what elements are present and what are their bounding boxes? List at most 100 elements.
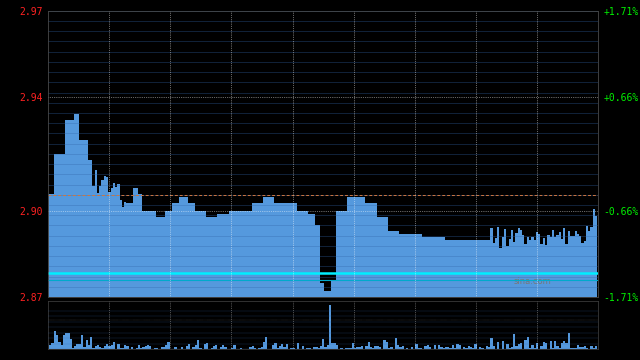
Bar: [234, 211, 236, 297]
Bar: [195, 345, 197, 349]
Bar: [90, 159, 92, 297]
Bar: [290, 348, 292, 349]
Bar: [543, 342, 545, 349]
Bar: [168, 211, 170, 297]
Bar: [136, 348, 138, 349]
Bar: [252, 203, 254, 297]
Bar: [316, 347, 317, 349]
Bar: [463, 347, 465, 349]
Bar: [99, 186, 102, 297]
Bar: [281, 203, 284, 297]
Bar: [367, 203, 370, 297]
Bar: [411, 234, 413, 297]
Bar: [502, 238, 504, 297]
Bar: [591, 346, 593, 349]
Bar: [531, 237, 534, 297]
Bar: [206, 343, 209, 349]
Bar: [329, 291, 331, 297]
Bar: [106, 344, 108, 349]
Bar: [351, 343, 354, 349]
Bar: [70, 339, 72, 349]
Bar: [347, 348, 349, 349]
Bar: [370, 203, 372, 297]
Bar: [147, 211, 149, 297]
Bar: [456, 344, 458, 349]
Bar: [336, 345, 338, 349]
Bar: [297, 343, 300, 349]
Bar: [161, 347, 163, 349]
Bar: [540, 244, 543, 297]
Bar: [397, 345, 399, 349]
Bar: [92, 348, 95, 349]
Bar: [263, 197, 265, 297]
Bar: [525, 340, 527, 349]
Bar: [279, 203, 281, 297]
Bar: [149, 211, 152, 297]
Bar: [429, 237, 431, 297]
Bar: [108, 346, 111, 349]
Bar: [529, 240, 531, 297]
Bar: [172, 203, 174, 297]
Bar: [259, 348, 260, 349]
Bar: [454, 348, 456, 349]
Bar: [260, 203, 263, 297]
Bar: [361, 197, 363, 297]
Bar: [231, 211, 234, 297]
Bar: [70, 120, 72, 297]
Bar: [354, 197, 356, 297]
Bar: [263, 342, 265, 349]
Bar: [552, 230, 554, 297]
Bar: [58, 154, 61, 297]
Bar: [127, 203, 129, 297]
Bar: [304, 211, 306, 297]
Bar: [227, 214, 229, 297]
Bar: [413, 234, 415, 297]
Bar: [131, 203, 133, 297]
Bar: [120, 348, 122, 349]
Bar: [122, 348, 124, 349]
Bar: [443, 237, 445, 297]
Bar: [411, 347, 413, 349]
Bar: [383, 217, 386, 297]
Bar: [506, 246, 509, 297]
Bar: [240, 211, 243, 297]
Bar: [122, 207, 124, 297]
Bar: [354, 348, 356, 349]
Bar: [177, 203, 179, 297]
Bar: [458, 240, 461, 297]
Bar: [195, 211, 197, 297]
Bar: [106, 177, 108, 297]
Bar: [522, 235, 525, 297]
Bar: [336, 211, 338, 297]
Bar: [222, 345, 224, 349]
Bar: [431, 348, 433, 349]
Bar: [131, 347, 133, 349]
Bar: [168, 342, 170, 349]
Bar: [329, 305, 331, 349]
Bar: [306, 348, 308, 349]
Bar: [349, 197, 351, 297]
Bar: [154, 348, 156, 349]
Bar: [465, 240, 468, 297]
Bar: [117, 344, 120, 349]
Bar: [213, 217, 215, 297]
Bar: [290, 203, 292, 297]
Bar: [88, 345, 90, 349]
Bar: [481, 348, 484, 349]
Bar: [97, 193, 99, 297]
Bar: [179, 197, 181, 297]
Bar: [349, 347, 351, 349]
Bar: [90, 337, 92, 349]
Bar: [588, 231, 591, 297]
Bar: [456, 240, 458, 297]
Bar: [420, 348, 422, 349]
Bar: [58, 342, 61, 349]
Bar: [472, 240, 474, 297]
Bar: [308, 214, 310, 297]
Bar: [142, 211, 145, 297]
Bar: [499, 248, 502, 297]
Bar: [447, 240, 449, 297]
Bar: [165, 211, 168, 297]
Bar: [163, 217, 165, 297]
Bar: [417, 348, 420, 349]
